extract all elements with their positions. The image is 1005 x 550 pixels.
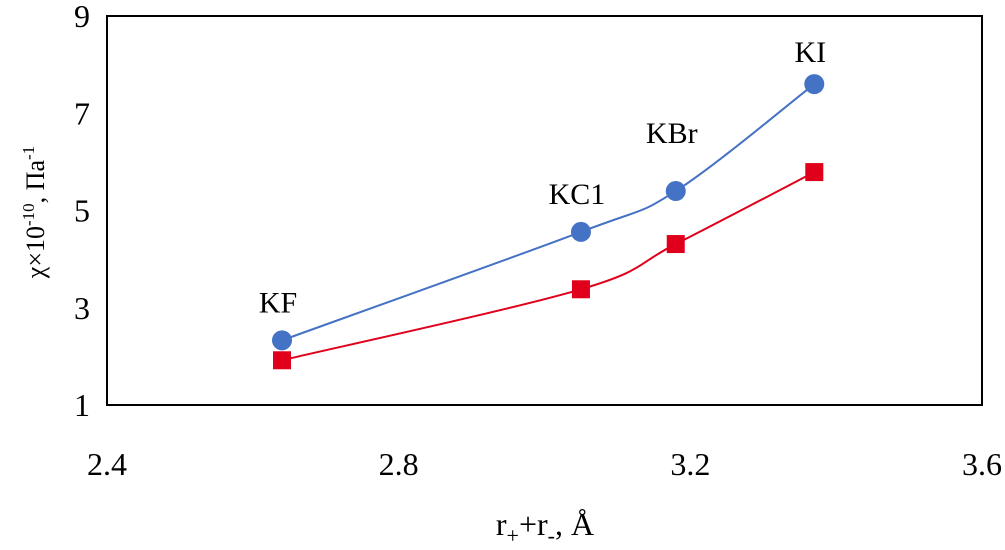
y-tick-label: 3 xyxy=(74,290,90,326)
series-2-trend-line xyxy=(281,171,815,362)
series-2-point xyxy=(571,280,590,299)
x-tick-label: 2.8 xyxy=(379,446,419,482)
series-1-trend-line xyxy=(281,83,815,342)
y-axis-label: χ×10-10, Па-1 xyxy=(19,146,50,279)
series-1-point xyxy=(272,330,292,351)
x-axis-label: r++r-, Å xyxy=(496,506,594,548)
y-tick-label: 5 xyxy=(74,193,90,229)
point-label: KI xyxy=(794,36,826,69)
y-tick-label: 1 xyxy=(74,387,90,423)
plot-frame xyxy=(106,15,983,406)
y-tick-label: 9 xyxy=(74,0,90,34)
series-2-point xyxy=(666,235,685,254)
series-2-point xyxy=(805,163,824,182)
series-2-point xyxy=(273,351,291,370)
x-tick-label: 3.2 xyxy=(670,446,710,482)
y-tick-label: 7 xyxy=(74,95,90,131)
series-1-point xyxy=(665,181,686,202)
point-label: KF xyxy=(259,286,297,319)
series-1-point xyxy=(804,74,825,95)
x-tick-label: 2.4 xyxy=(87,446,127,482)
point-label: KC1 xyxy=(549,178,606,211)
point-label: KBr xyxy=(646,117,698,150)
series-1-point xyxy=(570,221,591,242)
x-tick-label: 3.6 xyxy=(962,446,1002,482)
